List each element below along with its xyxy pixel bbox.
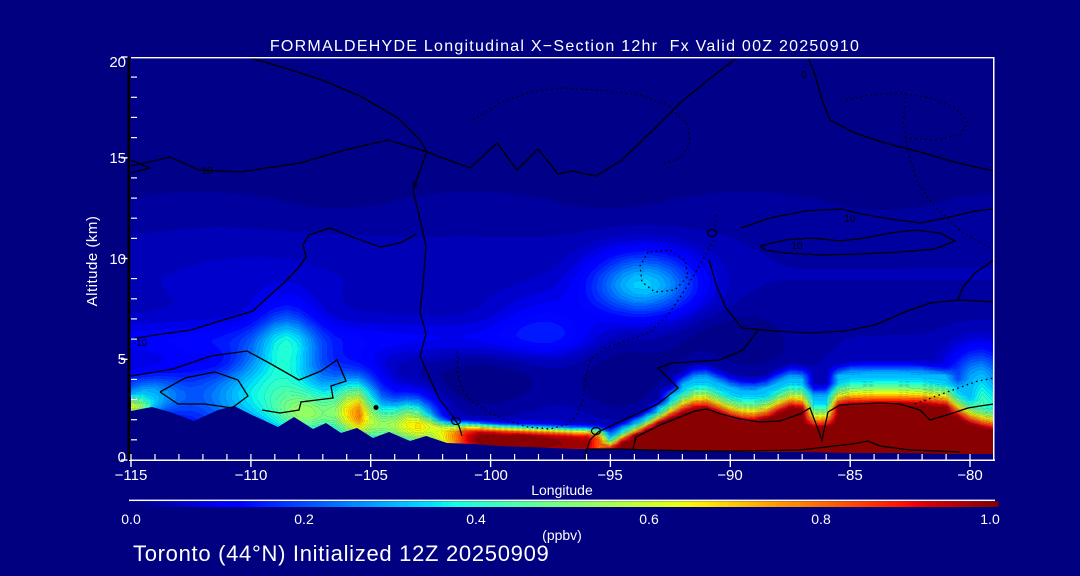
svg-text:−110: −110 (235, 467, 268, 484)
svg-text:(ppbv): (ppbv) (542, 527, 582, 543)
svg-text:0: 0 (118, 449, 126, 466)
svg-text:Longitude: Longitude (531, 482, 593, 498)
svg-text:0.4: 0.4 (466, 511, 486, 527)
svg-text:0: 0 (412, 180, 418, 191)
svg-text:0: 0 (801, 70, 807, 81)
svg-text:10: 10 (109, 251, 126, 268)
svg-text:1.0: 1.0 (980, 511, 1000, 527)
svg-text:−80: −80 (957, 467, 982, 484)
svg-text:0.2: 0.2 (294, 511, 314, 527)
svg-text:Toronto (44°N) Initialized 12Z: Toronto (44°N) Initialized 12Z 20250909 (133, 541, 549, 566)
svg-text:20: 20 (109, 54, 126, 71)
svg-text:−105: −105 (354, 467, 388, 484)
svg-text:−85: −85 (837, 467, 862, 484)
svg-text:−95: −95 (597, 467, 622, 484)
svg-text:15: 15 (109, 150, 126, 167)
svg-text:10: 10 (201, 166, 213, 177)
svg-text:0.6: 0.6 (639, 511, 659, 527)
svg-text:-10: -10 (133, 338, 148, 349)
svg-text:0.8: 0.8 (811, 511, 831, 527)
svg-text:−115: −115 (115, 467, 148, 484)
svg-text:5: 5 (118, 351, 126, 368)
svg-text:Altitude (km): Altitude (km) (84, 216, 101, 307)
svg-text:0.0: 0.0 (121, 511, 141, 527)
svg-text:10: 10 (844, 214, 856, 225)
svg-text:−100: −100 (474, 467, 508, 484)
svg-text:−90: −90 (717, 467, 742, 484)
svg-text:FORMALDEHYDE Longitudinal X−Se: FORMALDEHYDE Longitudinal X−Section 12hr… (270, 38, 860, 55)
svg-text:10: 10 (791, 241, 803, 252)
